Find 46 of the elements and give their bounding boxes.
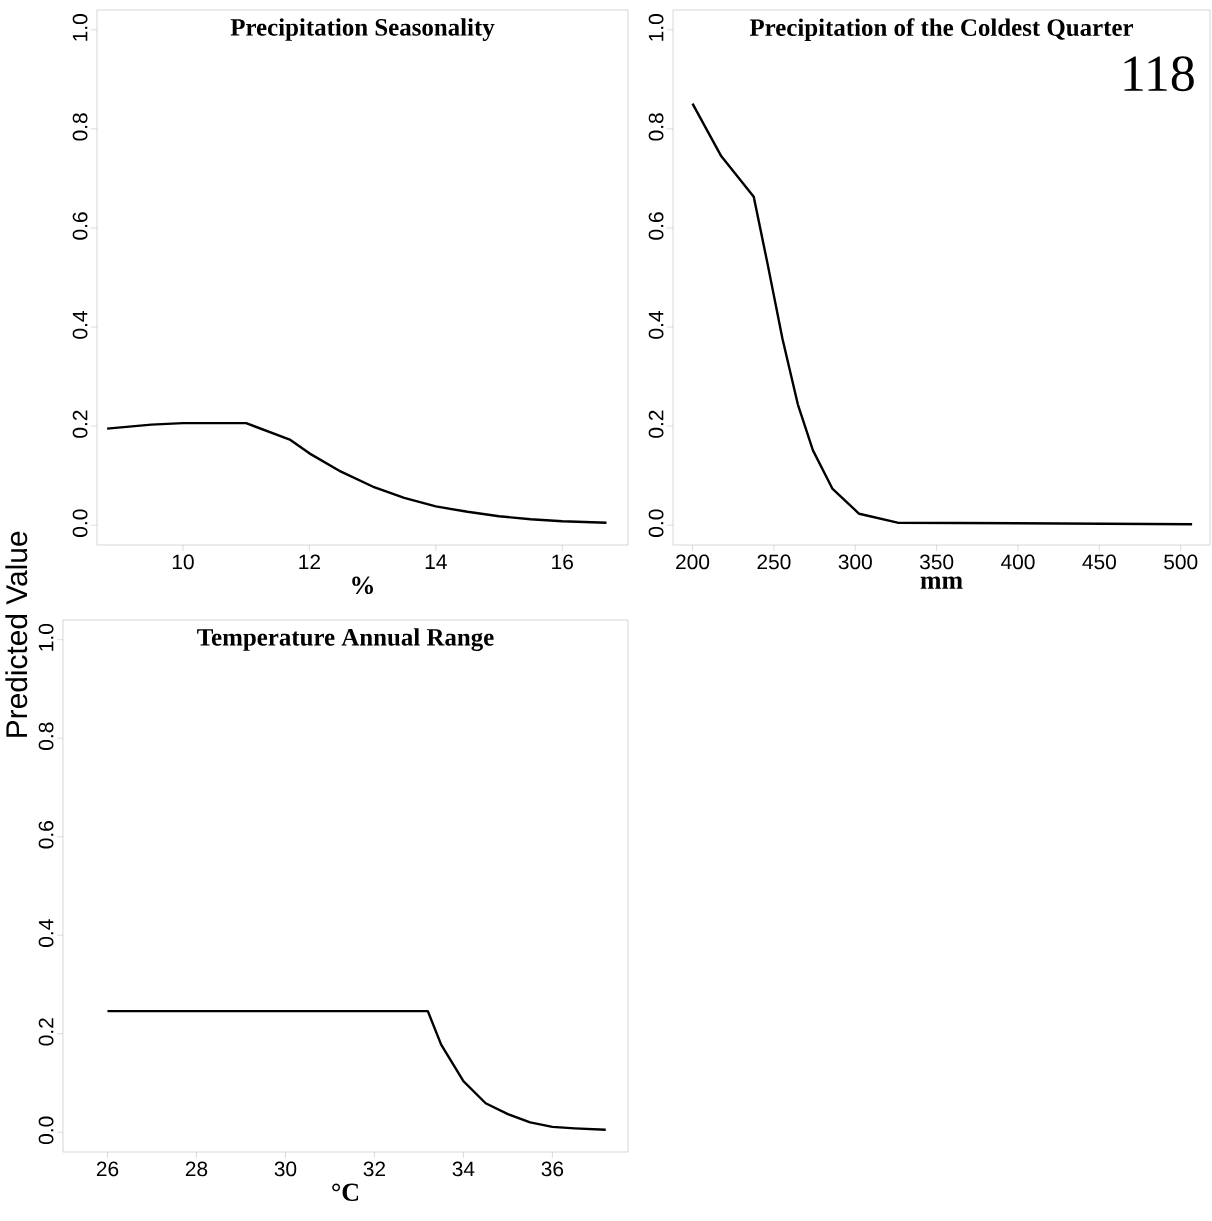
y-tick-label: 0.8	[38, 722, 54, 750]
y-tick-label: 0.2	[72, 410, 88, 438]
y-tick-label: 0.2	[648, 410, 664, 438]
x-tick-label: 400	[1001, 554, 1035, 570]
y-tick-label: 0.0	[72, 509, 88, 537]
y-tick-label: 0.6	[72, 212, 88, 240]
x-tick-label: 500	[1164, 554, 1198, 570]
x-axis-title: mm	[920, 576, 963, 589]
annotation: 118	[1124, 56, 1194, 92]
x-axis-title: °C	[332, 1183, 359, 1201]
y-tick-label: 0.6	[648, 212, 664, 240]
y-tick-label: 0.0	[648, 509, 664, 537]
x-tick-label: 34	[452, 1161, 475, 1177]
y-tick-label: 0.0	[38, 1116, 54, 1145]
x-tick-label: 14	[425, 554, 447, 569]
x-tick-label: 200	[676, 554, 710, 570]
x-tick-label: 10	[172, 554, 194, 570]
y-tick-label: 1.0	[38, 623, 54, 651]
x-tick-label: 26	[96, 1161, 119, 1177]
chart-title: Precipitation of the Coldest Quarter	[749, 18, 1134, 42]
chart-title: Temperature Annual Range	[197, 628, 494, 651]
line-series	[691, 102, 1194, 526]
x-tick-label: 16	[552, 554, 573, 570]
y-tick-label: 1.0	[648, 14, 664, 41]
y-tick-label: 0.4	[648, 311, 664, 339]
x-tick-label: 12	[299, 554, 320, 570]
x-tick-label: 450	[1082, 554, 1116, 570]
x-axis-title: %	[352, 576, 374, 595]
line-series	[106, 1009, 607, 1132]
y-tick-label: 0.2	[38, 1018, 54, 1046]
y-tick-label: 0.4	[38, 919, 54, 947]
y-tick-label: 1.0	[72, 14, 88, 41]
y-axis-title: Predicted Value	[5, 531, 28, 737]
chart-title: Precipitation Seasonality	[230, 18, 495, 41]
y-tick-label: 0.8	[72, 113, 88, 141]
x-tick-label: 36	[541, 1161, 564, 1177]
x-tick-label: 300	[838, 554, 872, 570]
x-tick-label: 32	[363, 1161, 385, 1177]
x-tick-label: 350	[919, 554, 954, 570]
x-tick-label: 30	[274, 1161, 297, 1177]
x-tick-label: 28	[185, 1161, 208, 1177]
y-tick-label: 0.4	[72, 311, 88, 339]
x-tick-label: 250	[757, 554, 791, 570]
y-tick-label: 0.8	[648, 113, 664, 141]
line-series	[105, 421, 608, 524]
y-tick-label: 0.6	[38, 821, 54, 849]
